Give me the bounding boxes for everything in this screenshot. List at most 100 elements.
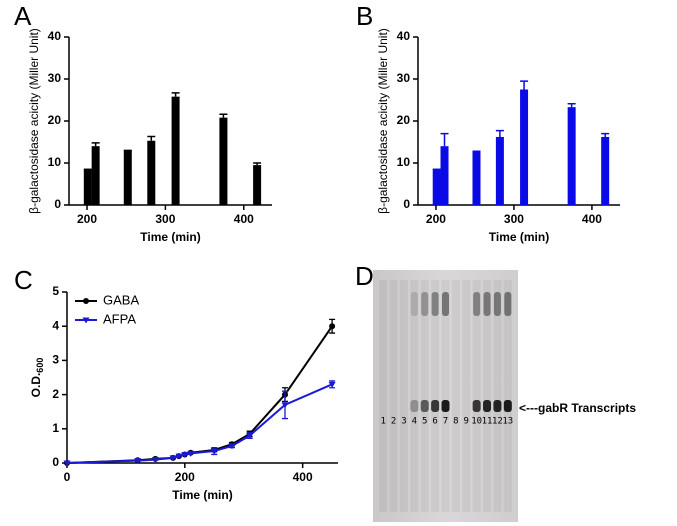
gel-band [503, 400, 512, 412]
y-tick-label: 20 [48, 113, 62, 127]
point [181, 451, 189, 458]
gel-band-upper [483, 292, 491, 316]
y-tick-label: 40 [397, 29, 411, 43]
error-bar [171, 92, 180, 97]
gel-lane [410, 280, 419, 512]
point [175, 453, 183, 460]
bar [440, 146, 449, 205]
panel-label: D [355, 261, 374, 291]
legend-label: GABA [103, 292, 139, 307]
panel-label: B [356, 1, 373, 31]
gel-lane [462, 280, 471, 512]
point [228, 443, 236, 450]
lane-label: 5 [422, 417, 427, 427]
y-tick-label: 2 [52, 387, 59, 401]
gel-band-upper [431, 292, 439, 316]
legend-marker [82, 317, 90, 324]
gel-band [472, 400, 481, 412]
point [187, 450, 195, 457]
y-tick-label: 0 [54, 197, 61, 211]
x-axis-label: Time (min) [172, 488, 232, 502]
lane-label: 9 [464, 417, 469, 427]
y-tick-label: 3 [52, 353, 59, 367]
bar [147, 140, 156, 205]
x-axis-label: Time (min) [140, 230, 200, 244]
gel-band-upper [504, 292, 512, 316]
lane-label: 3 [401, 417, 406, 427]
point [63, 460, 71, 467]
gel-lane [431, 280, 440, 512]
gel-lane [451, 280, 460, 512]
bar [472, 151, 481, 205]
bar [432, 169, 441, 205]
gel-lane [493, 280, 502, 512]
gel-lane [420, 280, 429, 512]
bar [91, 146, 100, 205]
point [210, 448, 218, 455]
gel-lane [441, 280, 450, 512]
bar [520, 89, 529, 205]
gel-band-upper [473, 292, 481, 316]
point [151, 457, 159, 464]
gel-band [420, 400, 429, 412]
y-axis-label: O.D.600 [29, 358, 45, 398]
y-tick-label: 30 [48, 71, 62, 85]
y-tick-label: 10 [397, 155, 411, 169]
lane-label: 8 [453, 417, 458, 427]
lane-label: 13 [502, 417, 513, 427]
gel-band [493, 400, 502, 412]
y-tick-label: 4 [52, 318, 59, 332]
error-bar [440, 132, 449, 147]
legend-marker [83, 298, 89, 304]
point [281, 402, 289, 409]
x-tick-label: 400 [293, 470, 313, 484]
x-tick-label: 200 [426, 212, 446, 226]
error-bar [601, 132, 610, 137]
y-axis-label-main: O.D. [29, 373, 43, 398]
y-tick-label: 5 [52, 284, 59, 298]
y-tick-label: 0 [403, 197, 410, 211]
bar [253, 165, 262, 205]
line [66, 383, 333, 464]
gel-band-upper [442, 292, 449, 316]
lane-label: 10 [471, 417, 482, 427]
gel-band-upper [493, 292, 501, 316]
y-axis-label: β-galactosidase acicity (Miller Unit) [376, 28, 390, 214]
gel-band-upper [410, 292, 418, 316]
gel-band [483, 400, 492, 412]
legend-label: AFPA [103, 311, 136, 326]
x-tick-label: 0 [64, 470, 71, 484]
x-tick-label: 400 [234, 212, 254, 226]
error-bar [253, 162, 262, 166]
gel-band [410, 400, 419, 412]
bar [171, 96, 180, 205]
y-tick-label: 1 [52, 421, 59, 435]
bar [567, 107, 576, 205]
lane-label: 6 [432, 417, 437, 427]
y-axis-label: β-galactosidase acicity (Miller Unit) [27, 28, 41, 214]
x-tick-label: 200 [77, 212, 97, 226]
error-bar [567, 103, 576, 108]
lane-label: 11 [482, 417, 493, 427]
gel-band [431, 400, 440, 412]
point [246, 433, 254, 440]
bar [123, 150, 132, 205]
y-axis-label-sub: 600 [35, 358, 45, 373]
gel-band [441, 400, 450, 412]
gel-lane [379, 280, 388, 512]
error-bar [495, 129, 504, 137]
gel-lane [472, 280, 481, 512]
point [329, 323, 336, 330]
lane-label: 12 [492, 417, 503, 427]
x-tick-label: 300 [155, 212, 175, 226]
y-tick-label: 20 [397, 113, 411, 127]
error-bar [520, 80, 529, 90]
lane-label: 2 [391, 417, 396, 427]
lane-label: 7 [443, 417, 448, 427]
gel-lane [503, 280, 512, 512]
point [328, 381, 336, 388]
x-tick-label: 400 [582, 212, 602, 226]
y-tick-label: 30 [397, 71, 411, 85]
bar [83, 169, 92, 205]
